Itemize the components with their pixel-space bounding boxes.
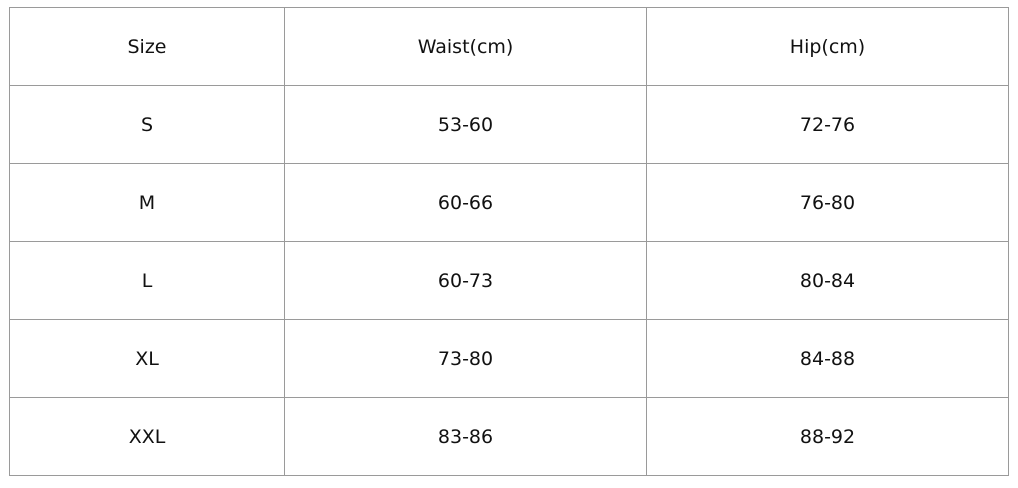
cell-size: XL	[9, 319, 285, 398]
cell-hip: 76-80	[646, 163, 1009, 242]
table-row: XL 73-80 84-88	[9, 319, 1009, 398]
cell-waist: 73-80	[284, 319, 647, 398]
cell-size: S	[9, 85, 285, 164]
table-row: L 60-73 80-84	[9, 241, 1009, 320]
cell-size: XXL	[9, 397, 285, 476]
header-hip: Hip(cm)	[646, 7, 1009, 86]
cell-waist: 60-66	[284, 163, 647, 242]
header-row: Size Waist(cm) Hip(cm)	[9, 7, 1009, 86]
cell-size: L	[9, 241, 285, 320]
cell-waist: 60-73	[284, 241, 647, 320]
cell-waist: 53-60	[284, 85, 647, 164]
table-row: S 53-60 72-76	[9, 85, 1009, 164]
table-row: XXL 83-86 88-92	[9, 397, 1009, 476]
size-chart-table: Size Waist(cm) Hip(cm) S 53-60 72-76 M 6…	[9, 7, 1009, 476]
cell-size: M	[9, 163, 285, 242]
cell-hip: 80-84	[646, 241, 1009, 320]
cell-hip: 72-76	[646, 85, 1009, 164]
cell-hip: 88-92	[646, 397, 1009, 476]
cell-hip: 84-88	[646, 319, 1009, 398]
table-row: M 60-66 76-80	[9, 163, 1009, 242]
header-waist: Waist(cm)	[284, 7, 647, 86]
header-size: Size	[9, 7, 285, 86]
cell-waist: 83-86	[284, 397, 647, 476]
